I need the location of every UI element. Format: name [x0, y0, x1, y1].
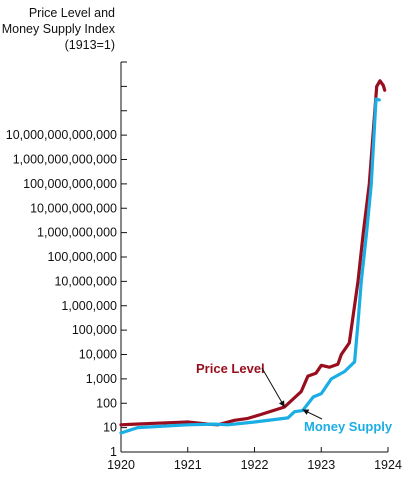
y-tick-label: 100,000: [72, 323, 117, 337]
money-supply-label: Money Supply: [304, 419, 393, 434]
annotation-arrow-head: [302, 409, 310, 415]
y-tick-label: 100,000,000: [47, 250, 117, 264]
y-tick-label: 100,000,000,000: [23, 177, 117, 191]
series-layer: [119, 79, 387, 435]
y-tick-label: 1: [110, 445, 117, 459]
y-axis-title-line-3: (1913=1): [65, 38, 115, 52]
price-level-label: Price Level: [196, 361, 265, 376]
y-axis-title: Price Level and Money Supply Index (1913…: [2, 6, 116, 52]
x-tick-label: 1920: [107, 458, 135, 472]
y-tick-label: 1,000,000: [61, 299, 117, 313]
y-axis-ticks: 1 10 100 1,000 10,000 100,000 1,000,000 10,000,…: [6, 61, 127, 459]
y-axis-title-line-1: Price Level and: [29, 6, 115, 20]
y-tick-label: 1,000,000,000,000: [13, 153, 117, 167]
annotation-arrow-line: [261, 367, 285, 408]
x-tick-label: 1922: [241, 458, 269, 472]
y-tick-label: 1,000,000,000: [37, 226, 117, 240]
y-axis-title-line-2: Money Supply Index: [2, 22, 116, 36]
x-tick-label: 1924: [374, 458, 402, 472]
y-tick-label: 10,000,000: [54, 274, 117, 288]
x-axis-ticks: 1920 1921 1922 1923 1924: [107, 447, 402, 472]
y-tick-label: 10,000: [79, 348, 117, 362]
annotation-arrow-head: [278, 400, 285, 408]
y-tick-label: 10: [103, 421, 117, 435]
y-tick-label: 10,000,000,000,000: [6, 128, 117, 142]
y-tick-label: 100: [96, 396, 117, 410]
y-tick-label: 10,000,000,000: [30, 201, 117, 215]
x-tick-label: 1921: [174, 458, 202, 472]
x-tick-label: 1923: [307, 458, 335, 472]
y-tick-label: 1,000: [86, 372, 117, 386]
annotation-layer: Price Level Money Supply: [196, 361, 393, 434]
money-supply-line: [119, 97, 381, 435]
